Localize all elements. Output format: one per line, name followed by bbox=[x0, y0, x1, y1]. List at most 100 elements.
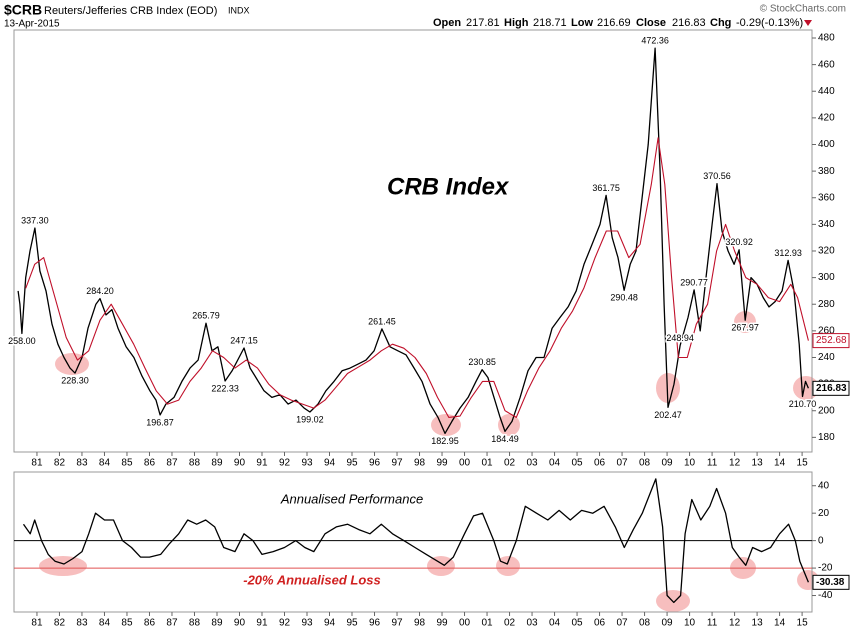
x-tick-label: 13 bbox=[752, 458, 764, 469]
x-tick-label: 02 bbox=[504, 458, 516, 469]
extreme-label: 182.95 bbox=[431, 436, 459, 446]
x-tick-label: 15 bbox=[797, 618, 809, 629]
panel-title: Annualised Performance bbox=[280, 491, 423, 506]
down-arrow bbox=[804, 20, 812, 26]
value-box bbox=[812, 333, 850, 349]
x-tick-label: 84 bbox=[99, 458, 111, 469]
x-tick-label: 11 bbox=[707, 458, 718, 469]
x-tick-label: 12 bbox=[729, 618, 741, 629]
symbol: $CRB bbox=[4, 2, 42, 18]
extreme-label: 361.75 bbox=[592, 183, 620, 193]
x-tick-label: 11 bbox=[707, 618, 718, 629]
extreme-label: 184.49 bbox=[491, 434, 519, 444]
change-value: -0.29 bbox=[736, 17, 761, 29]
series-line bbox=[17, 47, 809, 435]
x-tick-label: 87 bbox=[166, 458, 178, 469]
extreme-label: 312.93 bbox=[774, 248, 802, 258]
instrument-name: Reuters/Jefferies CRB Index (EOD) bbox=[44, 5, 217, 17]
extreme-label: 265.79 bbox=[192, 311, 220, 321]
x-tick-label: 81 bbox=[31, 458, 43, 469]
x-tick-label: 15 bbox=[797, 458, 809, 469]
close-label: Close bbox=[636, 17, 666, 29]
x-tick-label: 91 bbox=[256, 458, 268, 469]
extreme-label: 199.02 bbox=[296, 414, 324, 424]
y-tick-label: 340 bbox=[818, 219, 835, 230]
x-tick-label: 81 bbox=[31, 618, 43, 629]
y-tick-label: 400 bbox=[818, 139, 835, 150]
x-tick-label: 94 bbox=[324, 618, 336, 629]
y-tick-label: 460 bbox=[818, 59, 835, 70]
x-tick-label: 95 bbox=[346, 618, 358, 629]
extreme-label: 261.45 bbox=[368, 316, 396, 326]
value-box bbox=[812, 574, 850, 590]
x-tick-label: 03 bbox=[526, 458, 538, 469]
x-tick-label: 92 bbox=[279, 618, 291, 629]
x-tick-label: 86 bbox=[144, 458, 156, 469]
x-tick-label: 08 bbox=[639, 458, 651, 469]
quote-line: Open 217.81 High 218.71 Low 216.69 Close… bbox=[433, 17, 812, 29]
change-label: Chg bbox=[710, 17, 731, 29]
x-tick-label: 84 bbox=[99, 618, 111, 629]
highlight bbox=[496, 556, 520, 576]
last-value: -30.38 bbox=[816, 577, 845, 588]
y-tick-label: 260 bbox=[818, 325, 835, 336]
extreme-label: 222.33 bbox=[211, 383, 239, 393]
y-tick-label: 240 bbox=[818, 352, 835, 363]
x-tick-label: 09 bbox=[662, 458, 674, 469]
low-value: 216.69 bbox=[597, 17, 631, 29]
y-tick-label: 440 bbox=[818, 86, 835, 97]
y-tick-label: 320 bbox=[818, 246, 835, 257]
x-tick-label: 96 bbox=[369, 618, 381, 629]
x-tick-label: 90 bbox=[234, 618, 246, 629]
x-tick-label: 00 bbox=[459, 458, 471, 469]
x-tick-label: 89 bbox=[211, 458, 223, 469]
open-value: 217.81 bbox=[466, 17, 500, 29]
exchange: INDX bbox=[228, 5, 250, 15]
date: 13-Apr-2015 bbox=[4, 19, 60, 30]
x-tick-label: 10 bbox=[684, 618, 696, 629]
extreme-label: 267.97 bbox=[731, 323, 759, 333]
x-tick-label: 91 bbox=[256, 618, 268, 629]
y-tick-label: 420 bbox=[818, 113, 835, 124]
y-tick-label: 300 bbox=[818, 272, 835, 283]
x-tick-label: 87 bbox=[166, 618, 178, 629]
last-value: 252.68 bbox=[816, 335, 847, 346]
extreme-label: 370.56 bbox=[703, 171, 731, 181]
high-value: 218.71 bbox=[533, 17, 567, 29]
x-tick-label: 98 bbox=[414, 618, 426, 629]
x-tick-label: 05 bbox=[571, 458, 583, 469]
series-line bbox=[22, 478, 810, 604]
x-tick-label: 95 bbox=[346, 458, 358, 469]
x-tick-label: 12 bbox=[729, 458, 741, 469]
low-label: Low bbox=[571, 17, 593, 29]
x-tick-label: 89 bbox=[211, 618, 223, 629]
extreme-label: 290.48 bbox=[610, 293, 638, 303]
change-percent: (-0.13%) bbox=[761, 17, 803, 29]
x-tick-label: 82 bbox=[54, 618, 66, 629]
x-tick-label: 83 bbox=[76, 618, 88, 629]
x-tick-label: 05 bbox=[571, 618, 583, 629]
extreme-label: 230.85 bbox=[468, 357, 496, 367]
y-tick-label: 360 bbox=[818, 192, 835, 203]
x-tick-label: 04 bbox=[549, 458, 561, 469]
y-tick-label: 180 bbox=[818, 432, 835, 443]
y-tick-label: 380 bbox=[818, 166, 835, 177]
x-tick-label: 99 bbox=[436, 618, 448, 629]
x-tick-label: 93 bbox=[301, 618, 313, 629]
x-tick-label: 92 bbox=[279, 458, 291, 469]
open-label: Open bbox=[433, 17, 461, 29]
x-tick-label: 82 bbox=[54, 458, 66, 469]
x-tick-label: 90 bbox=[234, 458, 246, 469]
extreme-label: 196.87 bbox=[146, 417, 174, 427]
x-tick-label: 98 bbox=[414, 458, 426, 469]
y-tick-label: 480 bbox=[818, 33, 835, 44]
y-tick-label: 200 bbox=[818, 405, 835, 416]
extreme-label: 228.30 bbox=[61, 375, 89, 385]
x-tick-label: 86 bbox=[144, 618, 156, 629]
y-tick-label: 20 bbox=[818, 508, 830, 519]
extreme-label: 258.00 bbox=[8, 336, 36, 346]
x-tick-label: 88 bbox=[189, 618, 201, 629]
extreme-label: 210.70 bbox=[789, 399, 817, 409]
x-tick-label: 83 bbox=[76, 458, 88, 469]
